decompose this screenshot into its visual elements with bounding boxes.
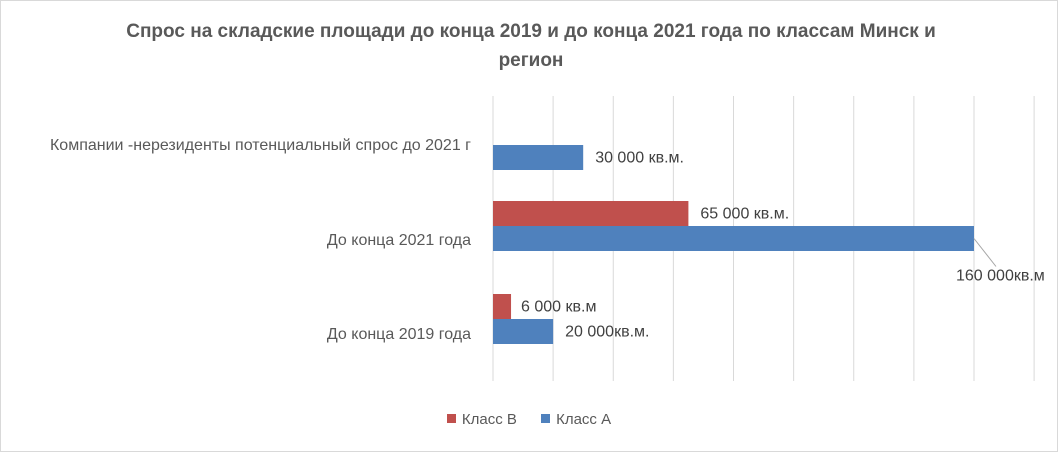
bar-class-b-2	[493, 294, 512, 319]
bar-class-a-2	[493, 319, 554, 344]
legend-item-class-a: Класс А	[541, 411, 611, 428]
category-label-0: Компании -нерезиденты потенциальный спро…	[50, 137, 471, 154]
data-label-class-a-0: 30 000 кв.м.	[595, 150, 684, 167]
legend-swatch-class-a	[541, 414, 551, 423]
bar-class-a-1	[493, 226, 974, 251]
category-label-2: До конца 2019 года	[327, 326, 471, 343]
legend-swatch-class-b	[446, 414, 456, 423]
legend-item-class-b: Класс В	[446, 411, 517, 428]
legend-label-class-b: Класс В	[461, 411, 517, 428]
data-label-class-b-1: 65 000 кв.м.	[700, 206, 789, 223]
chart-title: Спрос на складские площади до конца 2019…	[126, 21, 936, 71]
bar-class-a-0	[493, 145, 584, 170]
data-label-class-a-1: 160 000кв.м	[956, 268, 1045, 285]
data-label-class-b-2: 6 000 кв.м	[521, 299, 596, 316]
data-label-class-a-2: 20 000кв.м.	[565, 324, 649, 341]
category-label-1: До конца 2021 года	[327, 232, 471, 249]
legend-label-class-a: Класс А	[556, 411, 612, 428]
legend: Класс В Класс А	[1, 411, 1057, 428]
leader-line-class-a-1	[973, 238, 997, 267]
bar-class-b-1	[493, 201, 689, 226]
